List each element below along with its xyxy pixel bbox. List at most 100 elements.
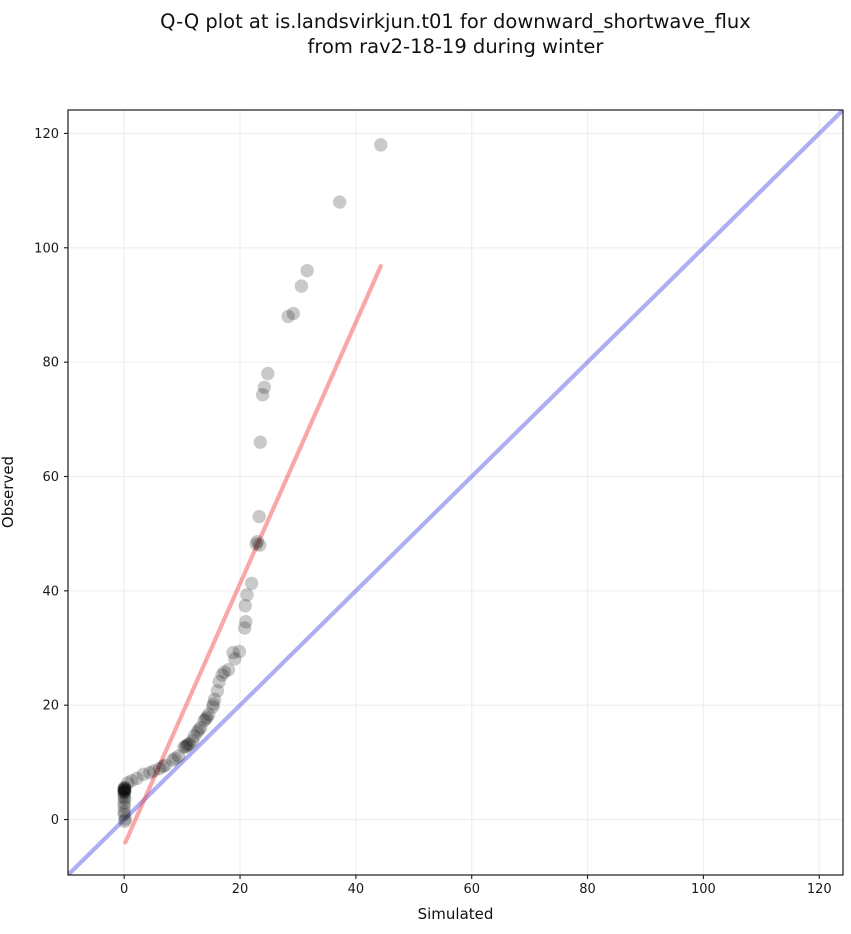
data-point xyxy=(206,700,220,714)
data-point xyxy=(158,758,173,772)
data-point xyxy=(193,720,208,735)
data-point xyxy=(117,804,131,819)
data-point xyxy=(117,784,131,798)
data-point xyxy=(192,723,206,737)
data-point xyxy=(171,749,186,763)
data-point xyxy=(228,652,242,666)
data-point xyxy=(300,263,314,278)
data-point xyxy=(117,796,131,810)
y-tick-label: 120 xyxy=(34,127,59,142)
data-point xyxy=(249,537,263,551)
y-tick-label: 20 xyxy=(42,699,59,714)
data-point xyxy=(147,764,161,778)
data-point xyxy=(117,785,131,800)
data-point xyxy=(237,621,252,635)
data-point xyxy=(255,388,270,402)
data-point xyxy=(142,765,157,780)
data-point xyxy=(206,697,221,711)
data-point xyxy=(178,739,193,754)
data-point xyxy=(136,767,150,782)
y-tick-label: 0 xyxy=(51,813,59,828)
data-point xyxy=(232,644,247,659)
chart-title-line2: from rav2-18-19 during winter xyxy=(307,35,604,58)
data-point xyxy=(118,781,132,796)
data-point xyxy=(257,380,272,394)
data-point xyxy=(190,725,204,739)
data-point xyxy=(118,814,132,828)
data-point xyxy=(166,753,180,767)
data-point xyxy=(332,195,347,209)
data-point xyxy=(182,736,197,751)
data-point xyxy=(197,713,211,728)
data-point xyxy=(117,783,131,798)
data-point xyxy=(261,366,275,381)
data-point xyxy=(210,684,225,698)
data-point xyxy=(156,759,170,774)
data-point xyxy=(202,707,216,722)
gridlines xyxy=(68,110,843,875)
data-point xyxy=(250,534,265,549)
x-tick-label: 20 xyxy=(232,882,249,897)
chart-title-line1: Q-Q plot at is.landsvirkjun.t01 for down… xyxy=(160,10,751,33)
tick-marks xyxy=(64,132,820,879)
plot-background xyxy=(68,110,843,875)
quantile-points xyxy=(117,138,388,828)
plot-data-layer xyxy=(68,110,843,875)
data-point xyxy=(118,783,132,797)
x-tick-label: 80 xyxy=(579,882,596,897)
data-point xyxy=(117,799,131,814)
data-point xyxy=(177,740,191,755)
regression-line xyxy=(123,263,383,845)
data-point xyxy=(152,761,167,776)
data-point xyxy=(221,663,236,677)
data-point xyxy=(215,668,229,682)
y-tick-label: 60 xyxy=(42,470,59,485)
data-point xyxy=(117,787,131,801)
data-point xyxy=(117,807,131,822)
data-point xyxy=(117,781,131,795)
data-point xyxy=(253,538,267,552)
data-point xyxy=(118,784,132,799)
data-point xyxy=(286,306,301,321)
y-tick-label: 80 xyxy=(42,356,59,371)
data-point xyxy=(181,737,195,752)
data-point xyxy=(117,790,131,804)
x-axis-label: Simulated xyxy=(417,905,494,923)
x-tick-label: 0 xyxy=(120,882,128,897)
data-point xyxy=(185,733,200,748)
data-point xyxy=(118,812,133,826)
x-tick-label: 40 xyxy=(348,882,365,897)
data-point xyxy=(240,588,254,602)
data-point xyxy=(118,792,132,806)
data-point xyxy=(207,692,222,707)
data-point xyxy=(238,599,252,613)
data-point xyxy=(130,771,144,786)
y-tick-label: 40 xyxy=(42,584,59,599)
y-axis-label: Observed xyxy=(0,455,17,529)
data-point xyxy=(120,776,135,790)
data-point xyxy=(244,576,259,591)
data-point xyxy=(281,309,295,324)
data-point xyxy=(118,780,132,795)
chart-title: Q-Q plot at is.landsvirkjun.t01 for down… xyxy=(68,9,843,59)
data-point xyxy=(253,435,268,449)
x-tick-label: 120 xyxy=(807,882,832,897)
data-point xyxy=(180,739,194,753)
data-point xyxy=(199,712,213,726)
data-point xyxy=(226,645,240,660)
tick-labels: 0 20 40 60 80 100 120 0 20 40 60 80 100 120 xyxy=(34,127,831,897)
data-point xyxy=(252,509,266,524)
x-tick-label: 60 xyxy=(463,882,480,897)
data-point xyxy=(125,773,139,788)
plot-border xyxy=(67,109,844,876)
data-point xyxy=(374,138,388,152)
data-point xyxy=(294,279,309,293)
data-point xyxy=(217,665,232,679)
data-point xyxy=(212,675,226,689)
x-tick-label: 100 xyxy=(691,882,716,897)
data-point xyxy=(187,729,201,743)
data-point xyxy=(200,710,214,724)
data-point xyxy=(239,615,253,629)
